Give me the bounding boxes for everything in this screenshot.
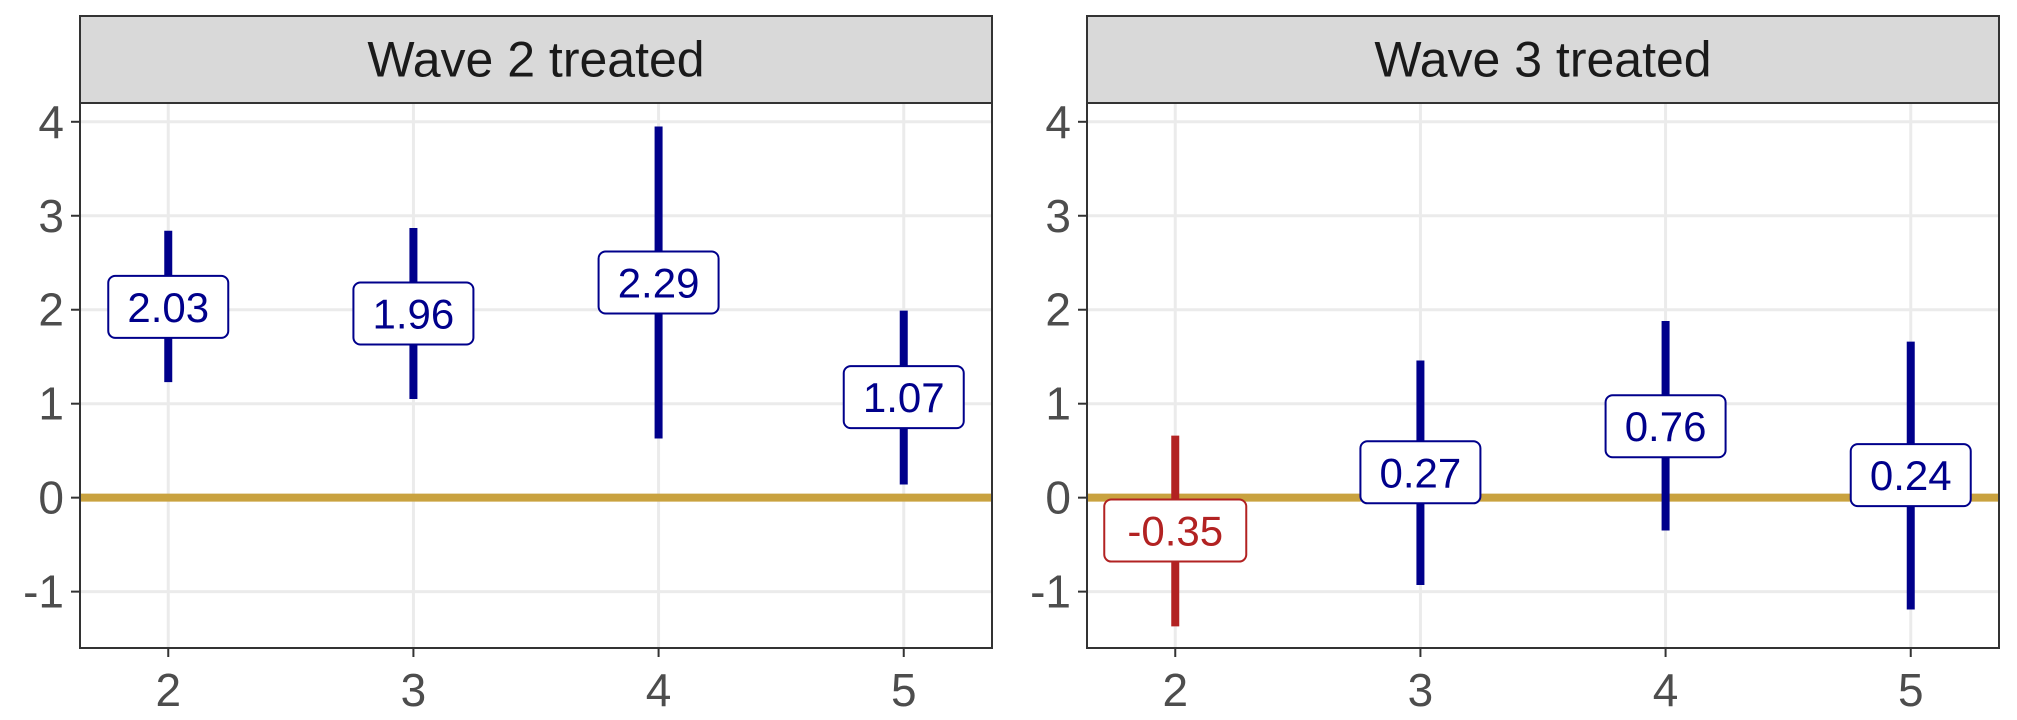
data-label-box xyxy=(1359,440,1482,505)
data-label-3: 1.96 xyxy=(352,281,475,346)
data-label-text: 1.07 xyxy=(863,374,945,421)
y-tick-label: 0 xyxy=(38,472,64,524)
data-label-4: 0.76 xyxy=(1604,394,1727,459)
data-label-text: 2.29 xyxy=(618,259,700,306)
data-label-text: 2.03 xyxy=(127,284,209,331)
x-tick-label: 4 xyxy=(1653,664,1679,715)
x-tick-label: 5 xyxy=(1898,664,1924,715)
data-label-box xyxy=(352,281,475,346)
facet-title: Wave 2 treated xyxy=(367,32,704,88)
y-tick-label: 4 xyxy=(1045,96,1071,148)
y-tick-label: 1 xyxy=(1045,378,1071,430)
y-tick-label: 4 xyxy=(38,96,64,148)
data-label-3: 0.27 xyxy=(1359,440,1482,505)
data-label-text: -0.35 xyxy=(1127,508,1223,555)
data-label-box xyxy=(842,365,965,430)
x-tick-label: 2 xyxy=(155,664,181,715)
data-label-box xyxy=(597,250,720,315)
data-label-box xyxy=(1849,443,1972,508)
data-label-text: 0.76 xyxy=(1625,403,1707,450)
y-tick-label: 2 xyxy=(38,284,64,336)
x-tick-label: 3 xyxy=(1408,664,1434,715)
data-label-text: 1.96 xyxy=(373,290,455,337)
plot-background xyxy=(1087,103,1999,648)
y-tick-label: 1 xyxy=(38,378,64,430)
data-label-2: 2.03 xyxy=(107,274,230,339)
data-label-box xyxy=(1103,498,1248,563)
y-tick-label: 3 xyxy=(38,190,64,242)
data-label-text: 0.24 xyxy=(1870,452,1952,499)
panel-1: 2.03 1.96 2.29 1.07 Wave 2 treated -1 0 1 2 3 4 2 3 4… xyxy=(23,15,993,716)
x-tick-label: 2 xyxy=(1162,664,1188,715)
facet-title: Wave 3 treated xyxy=(1374,32,1711,88)
facet-strip xyxy=(1086,15,2000,104)
x-tick-label: 3 xyxy=(401,664,427,715)
x-tick-label: 4 xyxy=(646,664,672,715)
panel-2: -0.35 0.27 0.76 0.24 Wave 3 treated -1 0 1 2 3 4 2 3… xyxy=(1030,15,2000,716)
data-label-box xyxy=(1604,394,1727,459)
data-label-5: 1.07 xyxy=(842,365,965,430)
facet-strip xyxy=(79,15,993,104)
data-label-2: -0.35 xyxy=(1103,498,1248,563)
plot-background xyxy=(80,103,992,648)
data-label-box xyxy=(107,274,230,339)
y-tick-label: 2 xyxy=(1045,284,1071,336)
data-label-4: 2.29 xyxy=(597,250,720,315)
data-label-5: 0.24 xyxy=(1849,443,1972,508)
y-tick-label: 3 xyxy=(1045,190,1071,242)
y-tick-label: -1 xyxy=(1030,566,1071,618)
y-tick-label: 0 xyxy=(1045,472,1071,524)
y-tick-label: -1 xyxy=(23,566,64,618)
data-label-text: 0.27 xyxy=(1380,449,1462,496)
x-tick-label: 5 xyxy=(891,664,917,715)
